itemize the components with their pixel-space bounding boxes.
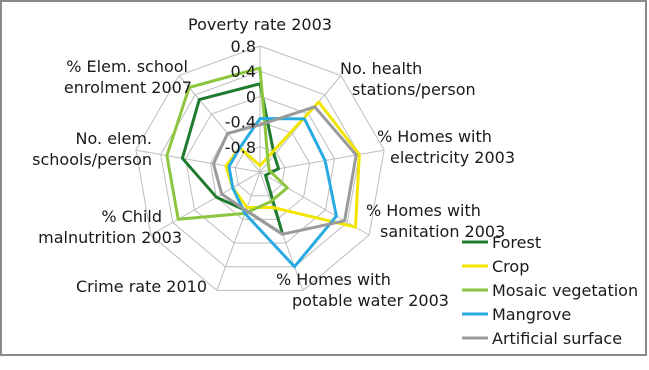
tick-label: -0.8	[225, 138, 256, 157]
radar-chart: -0.8 -0.4 0 0.4 0.8 Poverty rate 2003 No. hea…	[32, 15, 638, 348]
legend-label-forest: Forest	[492, 233, 541, 252]
axis-label: % Homes with potable water 2003	[276, 270, 449, 310]
grid-ring	[135, 45, 385, 291]
series-line-mosaic-vegetation	[165, 66, 289, 221]
grid-spoke	[150, 171, 261, 236]
axis-label: No. health stations/person	[340, 59, 476, 99]
grid-spoke	[259, 149, 385, 173]
legend-label-mosaic-vegetation: Mosaic vegetation	[492, 281, 638, 300]
grid-ring	[184, 95, 336, 244]
legend-label-mangrove: Mangrove	[492, 305, 571, 324]
axis-label: % Child malnutrition 2003	[38, 207, 182, 247]
axis-label: % Elem. school enrolment 2007	[64, 57, 192, 97]
axis-label: Poverty rate 2003	[188, 15, 332, 34]
tick-label: 0.4	[231, 62, 256, 81]
axis-label: % Homes with sanitation 2003	[366, 201, 505, 241]
legend-label-artificial-surface: Artificial surface	[492, 329, 622, 348]
grid-spoke	[216, 171, 261, 291]
series-line-mangrove	[227, 117, 338, 269]
radial-ticks: -0.8 -0.4 0 0.4 0.8	[225, 37, 256, 157]
grid-spoke	[178, 75, 261, 173]
tick-label: 0	[246, 87, 256, 106]
grid-spoke	[135, 149, 261, 173]
axis-label: No. elem. schools/person	[32, 129, 152, 169]
axis-label: % Homes with electricity 2003	[377, 127, 515, 167]
grid-ring	[234, 146, 286, 197]
radar-grid	[135, 45, 385, 291]
chart-frame: -0.8 -0.4 0 0.4 0.8 Poverty rate 2003 No. hea…	[0, 0, 647, 356]
legend-label-crop: Crop	[492, 257, 529, 276]
axis-labels: Poverty rate 2003 No. health stations/pers…	[32, 15, 515, 310]
legend: Forest Crop Mosaic vegetation Mangrove Artif…	[462, 233, 638, 348]
radar-series	[165, 66, 361, 269]
tick-label: -0.4	[225, 113, 256, 132]
tick-label: 0.8	[231, 37, 256, 56]
axis-label: Crime rate 2010	[76, 277, 207, 296]
series-line-artificial-surface	[212, 105, 358, 236]
